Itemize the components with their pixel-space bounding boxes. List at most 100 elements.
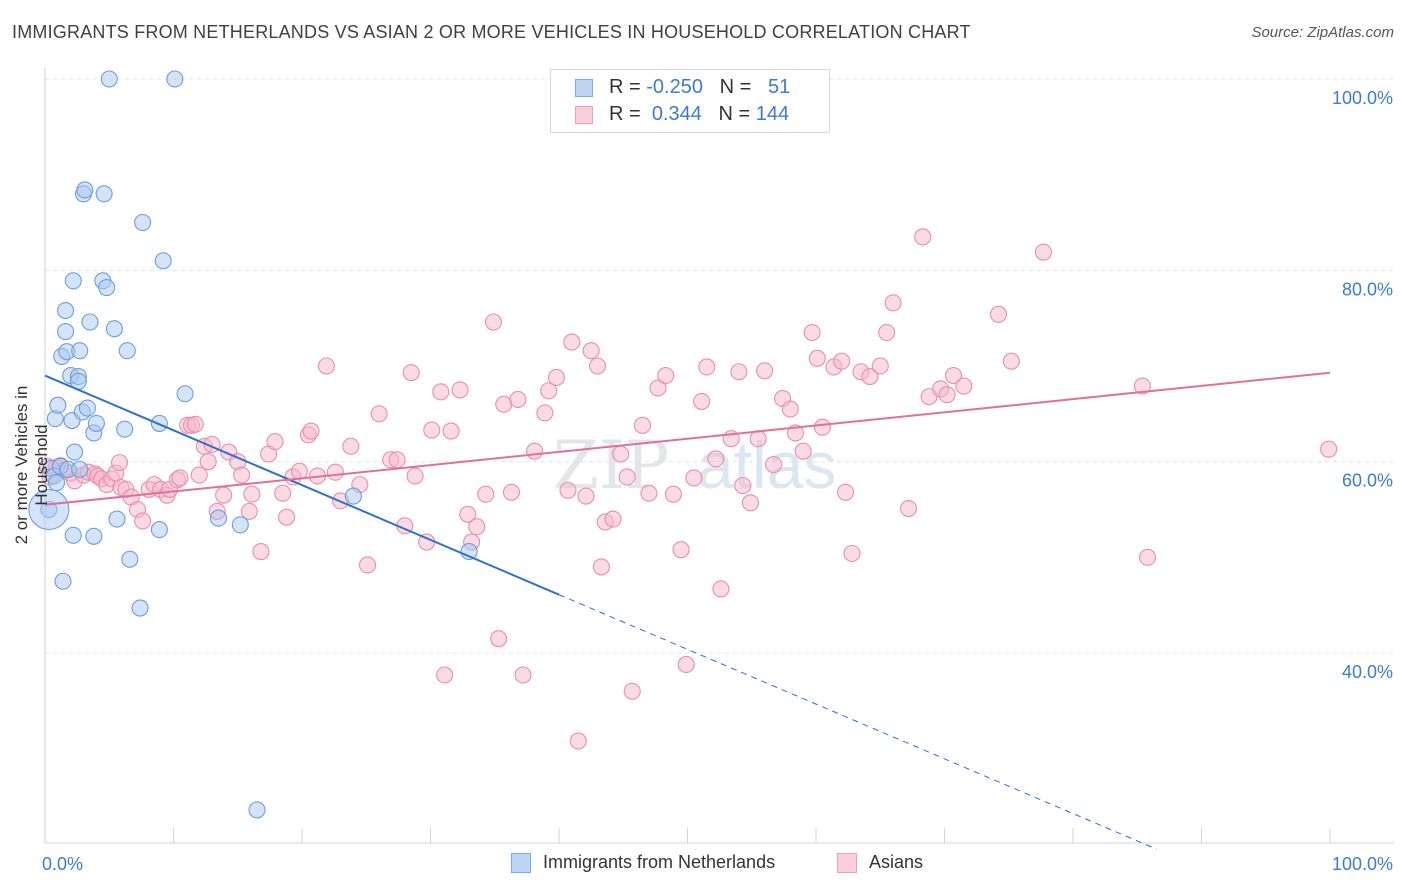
asians-point	[861, 367, 879, 386]
asians-point	[134, 512, 152, 530]
netherlands-point	[57, 301, 75, 320]
legend-r-value-asians: 0.344	[651, 103, 702, 125]
axes	[44, 68, 1394, 844]
asians-point	[707, 450, 725, 468]
asians-point	[406, 467, 424, 485]
gridlines	[45, 78, 1394, 654]
netherlands-point	[166, 70, 184, 88]
legend-n-value-netherlands: 51	[768, 76, 791, 98]
asians-point	[693, 392, 711, 410]
netherlands-point	[71, 460, 89, 478]
asians-point	[781, 400, 799, 418]
asians-point	[243, 485, 261, 503]
netherlands-point	[64, 526, 82, 544]
asians-point	[326, 463, 344, 481]
asians-point	[756, 362, 774, 380]
asians-point	[833, 352, 851, 370]
legend-r-value-netherlands: -0.250	[646, 76, 703, 98]
asians-point	[871, 357, 889, 375]
netherlands-point	[209, 509, 228, 527]
asians-point	[698, 358, 716, 376]
asians-point	[741, 494, 760, 512]
asians-point	[547, 368, 565, 387]
netherlands-point	[64, 272, 82, 290]
asians-point	[1034, 243, 1052, 261]
netherlands-point	[231, 516, 249, 534]
asians-point	[813, 418, 831, 436]
asians-point	[436, 666, 454, 684]
asians-point	[592, 558, 610, 576]
asians-point	[612, 445, 630, 463]
asians-point	[944, 367, 963, 385]
y-axis-label: 2 or more Vehicles in Household	[12, 385, 51, 545]
asians-point	[837, 483, 855, 501]
asians-point	[509, 390, 527, 409]
asians-point	[843, 544, 861, 563]
chart-source: Source: ZipAtlas.com	[1251, 24, 1394, 41]
netherlands-point	[76, 181, 94, 199]
asians-point	[884, 294, 902, 312]
asians-point	[278, 508, 296, 526]
asians-point	[730, 363, 748, 381]
bottom-legend-swatch-netherlands	[511, 853, 531, 873]
netherlands-trend-line	[44, 374, 560, 596]
netherlands-point	[121, 550, 139, 568]
asians-point	[765, 455, 783, 474]
netherlands-point	[57, 323, 75, 341]
asians-point	[266, 433, 284, 451]
asians-point	[526, 442, 544, 460]
bottom-legend-label-netherlands: Immigrants from Netherlands	[543, 852, 776, 872]
netherlands-point	[66, 443, 84, 461]
asians-point	[358, 556, 377, 574]
asians-point	[803, 323, 821, 342]
netherlands-point	[134, 213, 152, 232]
netherlands-point	[81, 313, 99, 331]
trend-lines	[44, 371, 1331, 850]
asians-point	[623, 682, 641, 700]
netherlands-point	[105, 320, 123, 338]
x-tick-labels: 0.0% 100.0%	[42, 854, 1393, 874]
netherlands-point	[85, 527, 103, 545]
asians-point	[190, 466, 208, 484]
asians-point	[989, 305, 1008, 323]
asians-point	[657, 367, 675, 385]
asians-point	[685, 469, 703, 487]
asians-points	[39, 228, 1338, 750]
asians-point	[878, 323, 896, 342]
chart-title: IMMIGRANTS FROM NETHERLANDS VS ASIAN 2 O…	[12, 22, 971, 42]
netherlands-point	[28, 488, 70, 531]
legend-swatch-asians	[575, 106, 593, 124]
asians-point	[514, 666, 532, 684]
asians-point	[468, 518, 486, 536]
correlation-legend: R = -0.250 N = 51 R = 0.344 N = 144	[550, 69, 830, 133]
netherlands-point	[248, 801, 266, 819]
netherlands-point	[176, 385, 194, 403]
asians-point	[442, 422, 460, 440]
asians-point	[388, 451, 406, 469]
asians-point	[484, 313, 503, 331]
asians-point	[1002, 352, 1020, 370]
asians-point	[402, 364, 420, 382]
y-tick-label: 80.0%	[1342, 279, 1393, 299]
asians-point	[459, 505, 477, 523]
netherlands-point	[49, 396, 67, 414]
netherlands-point	[95, 185, 113, 203]
legend-n-value-asians: 144	[755, 103, 790, 125]
y-tick-label: 100.0%	[1332, 88, 1393, 108]
asians-point	[569, 732, 587, 750]
asians-point	[914, 228, 932, 246]
asians-point	[451, 381, 469, 399]
asians-point	[649, 379, 667, 397]
legend-r-label: R =	[609, 76, 641, 98]
asians-point	[582, 342, 600, 360]
asians-point	[540, 382, 558, 400]
asians-point	[110, 454, 129, 472]
asians-point	[186, 415, 204, 433]
asians-point	[1320, 440, 1338, 458]
asians-point	[342, 437, 360, 455]
netherlands-point	[87, 414, 105, 432]
asians-point	[677, 655, 695, 674]
netherlands-point	[71, 342, 89, 360]
asians-point	[618, 468, 636, 486]
